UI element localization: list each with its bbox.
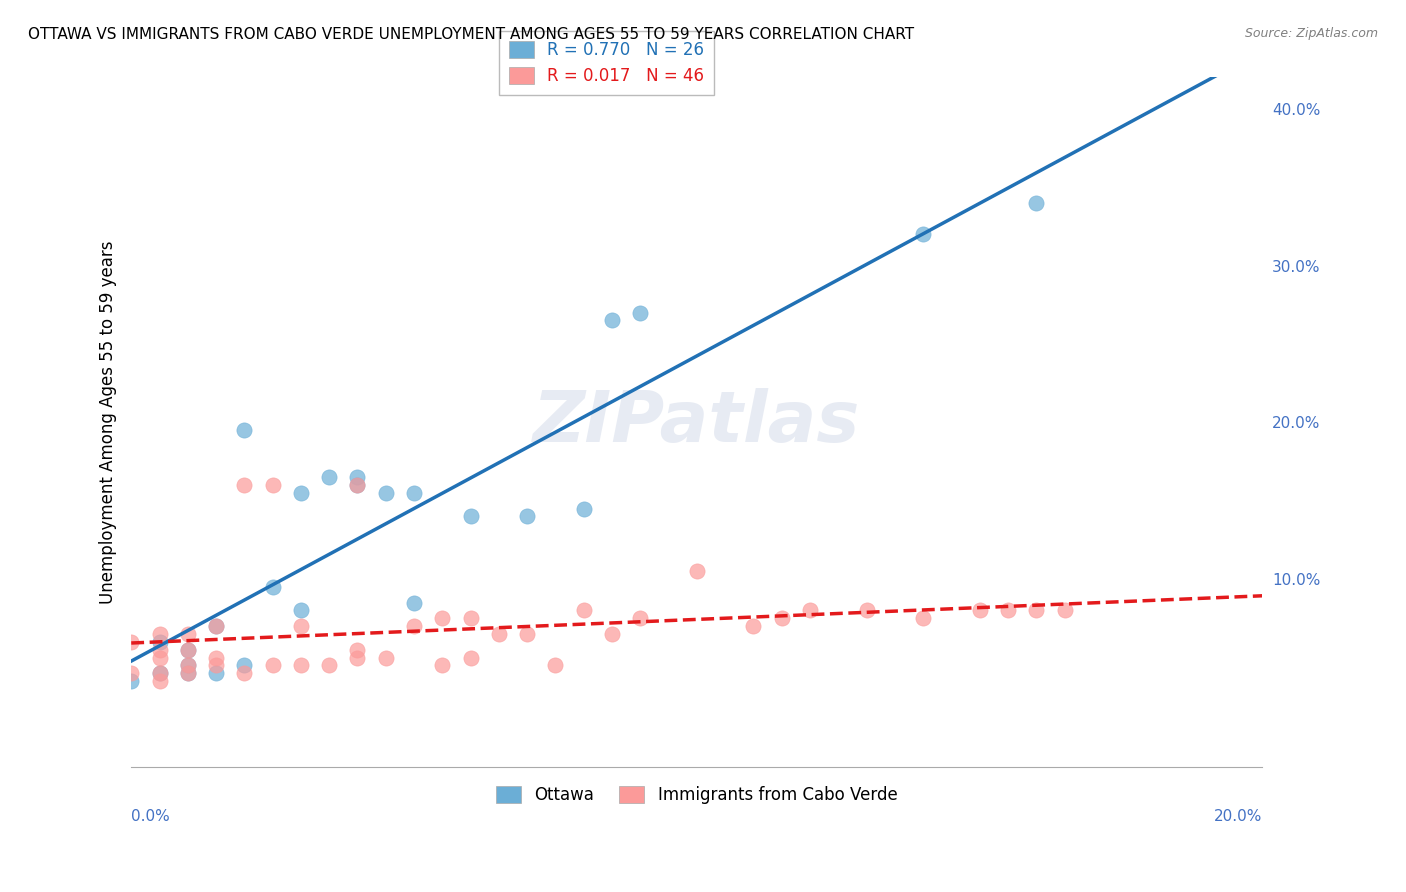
Point [628, 305, 651, 319]
Point [148, 666, 170, 681]
Point [572, 603, 595, 617]
Point [290, 486, 312, 500]
Point [205, 666, 228, 681]
Point [177, 658, 200, 673]
Point [516, 627, 538, 641]
Point [628, 611, 651, 625]
Point [686, 564, 709, 578]
Point [148, 642, 170, 657]
Point [600, 627, 623, 641]
Point [346, 478, 368, 492]
Point [912, 227, 935, 242]
Point [120, 673, 142, 688]
Point [460, 611, 482, 625]
Point [770, 611, 793, 625]
Point [148, 650, 170, 665]
Text: Source: ZipAtlas.com: Source: ZipAtlas.com [1244, 27, 1378, 40]
Text: 20.0%: 20.0% [1215, 809, 1263, 823]
Point [855, 603, 877, 617]
Point [460, 509, 482, 524]
Point [346, 642, 368, 657]
Point [1025, 603, 1047, 617]
Point [205, 619, 228, 633]
Point [233, 666, 256, 681]
Point [374, 486, 396, 500]
Text: 0.0%: 0.0% [131, 809, 170, 823]
Point [233, 423, 256, 437]
Point [318, 470, 340, 484]
Point [290, 658, 312, 673]
Point [318, 658, 340, 673]
Point [572, 501, 595, 516]
Point [262, 478, 284, 492]
Point [290, 619, 312, 633]
Point [177, 642, 200, 657]
Point [1025, 195, 1047, 210]
Text: OTTAWA VS IMMIGRANTS FROM CABO VERDE UNEMPLOYMENT AMONG AGES 55 TO 59 YEARS CORR: OTTAWA VS IMMIGRANTS FROM CABO VERDE UNE… [28, 27, 914, 42]
Point [799, 603, 821, 617]
Point [346, 478, 368, 492]
Point [488, 627, 510, 641]
Point [148, 673, 170, 688]
Point [205, 650, 228, 665]
Point [177, 666, 200, 681]
Point [402, 619, 425, 633]
Point [177, 658, 200, 673]
Point [969, 603, 991, 617]
Point [432, 658, 454, 673]
Point [262, 580, 284, 594]
Point [177, 666, 200, 681]
Point [402, 486, 425, 500]
Y-axis label: Unemployment Among Ages 55 to 59 years: Unemployment Among Ages 55 to 59 years [100, 241, 117, 604]
Point [148, 666, 170, 681]
Point [374, 650, 396, 665]
Point [346, 470, 368, 484]
Point [120, 635, 142, 649]
Point [233, 658, 256, 673]
Point [600, 313, 623, 327]
Point [997, 603, 1019, 617]
Point [205, 658, 228, 673]
Point [177, 627, 200, 641]
Point [516, 509, 538, 524]
Point [1053, 603, 1076, 617]
Point [460, 650, 482, 665]
Point [148, 627, 170, 641]
Point [290, 603, 312, 617]
Point [120, 666, 142, 681]
Point [205, 619, 228, 633]
Point [544, 658, 567, 673]
Point [262, 658, 284, 673]
Point [912, 611, 935, 625]
Point [177, 642, 200, 657]
Text: ZIPatlas: ZIPatlas [533, 388, 860, 457]
Legend: Ottawa, Immigrants from Cabo Verde: Ottawa, Immigrants from Cabo Verde [486, 776, 907, 814]
Point [233, 478, 256, 492]
Point [402, 596, 425, 610]
Point [148, 635, 170, 649]
Point [432, 611, 454, 625]
Point [742, 619, 765, 633]
Point [346, 650, 368, 665]
